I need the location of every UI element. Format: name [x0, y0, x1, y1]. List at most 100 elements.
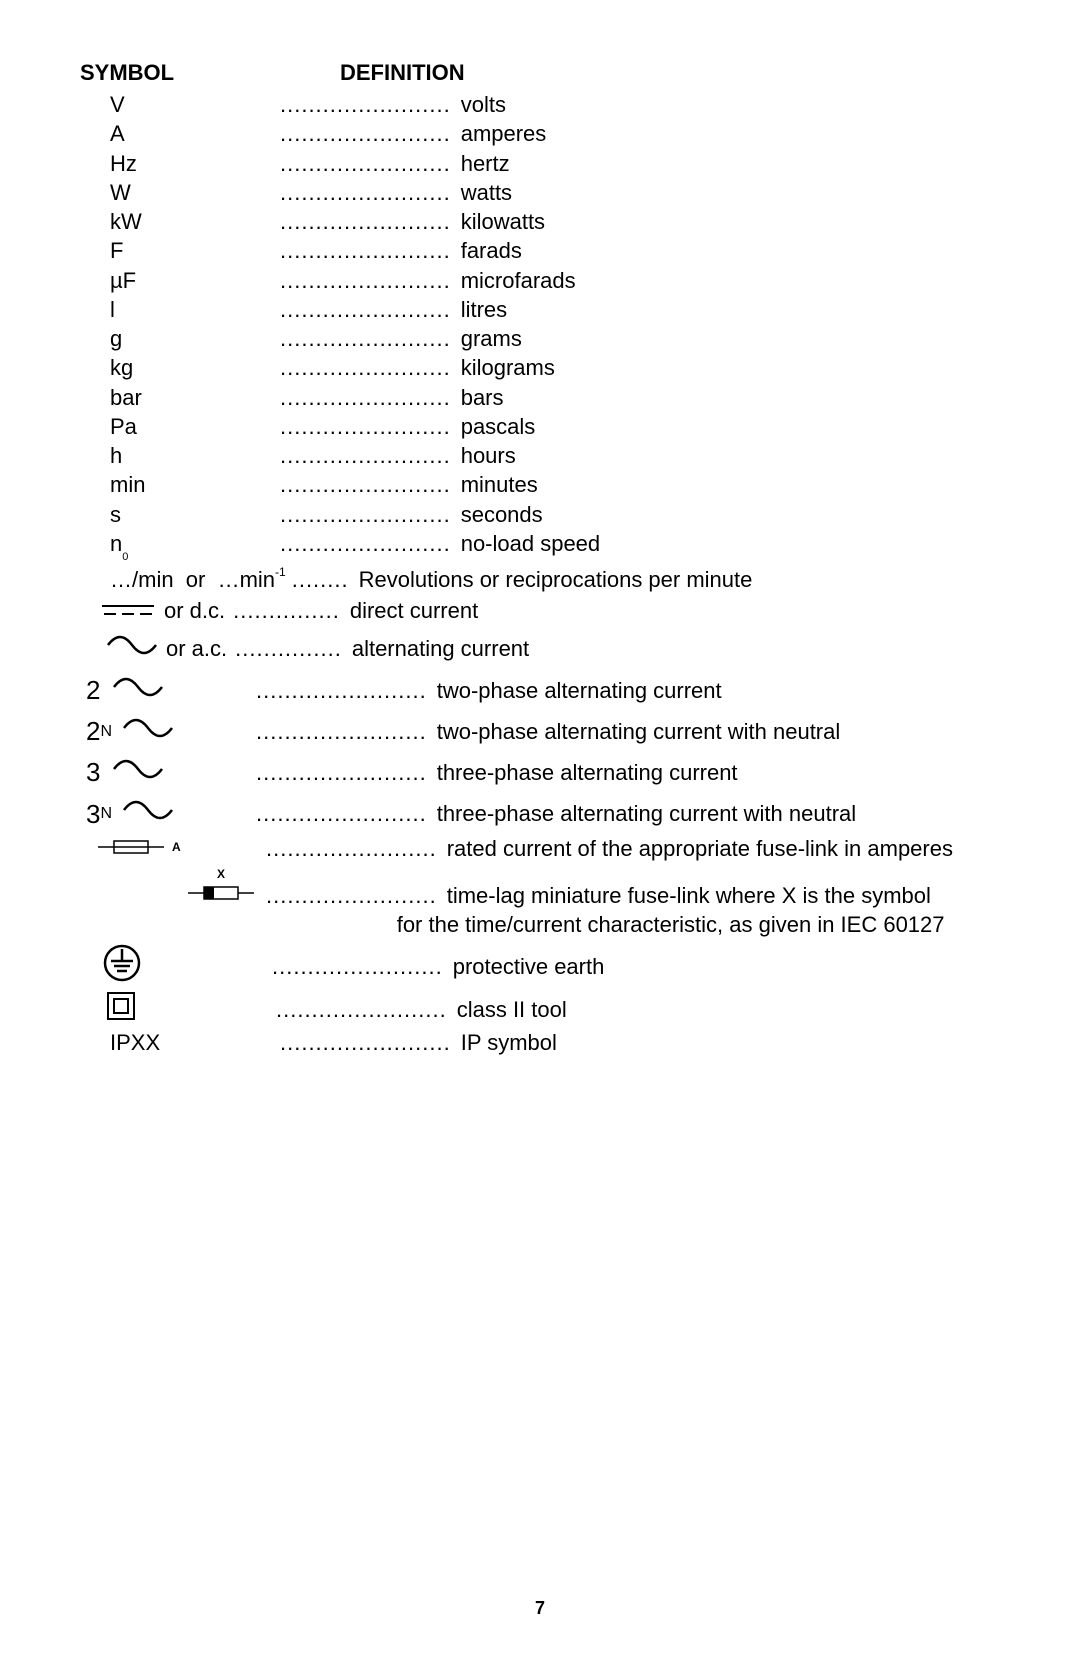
definition-text: bars [451, 383, 504, 412]
rpm-a: …/min [110, 567, 174, 592]
leader-dots: ........................ [280, 295, 451, 324]
definition-text: three-phase alternating current with neu… [427, 799, 856, 828]
header-definition: DEFINITION [340, 60, 465, 86]
fuse-label: A [172, 840, 181, 856]
definition-text: protective earth [443, 952, 605, 981]
definition-text: minutes [451, 470, 538, 499]
definition-text: hertz [451, 149, 510, 178]
definition-text: seconds [451, 500, 543, 529]
rpm-b: …min [218, 567, 275, 592]
table-row: V ........................ volts [80, 90, 1000, 119]
leader-dots: ........................ [280, 353, 451, 382]
symbol-text: …/min or …min-1 [110, 565, 286, 594]
symbol-text: s [110, 500, 121, 529]
definition-text: litres [451, 295, 507, 324]
leader-dots: ........................ [280, 412, 451, 441]
leader-dots: ........................ [280, 119, 451, 148]
leader-dots: ........ [292, 565, 349, 594]
table-row: Pa ........................ pascals [80, 412, 1000, 441]
definition-text: three-phase alternating current [427, 758, 738, 787]
table-row: n0 ........................ no-load spee… [80, 529, 1000, 561]
phase-number: 2 [86, 673, 100, 708]
table-row: A ........................ amperes [80, 119, 1000, 148]
symbol-text: V [110, 90, 125, 119]
definition-text: IP symbol [451, 1028, 557, 1057]
ac-icon [104, 631, 160, 666]
symbol-text: W [110, 178, 131, 207]
table-row: s ........................ seconds [80, 500, 1000, 529]
leader-dots: ........................ [280, 470, 451, 499]
table-row: F ........................ farads [80, 236, 1000, 265]
definition-text: farads [451, 236, 522, 265]
symbol-n: n [110, 531, 122, 556]
leader-dots: ........................ [280, 90, 451, 119]
definition-text: hours [451, 441, 516, 470]
symbol-text: g [110, 324, 122, 353]
leader-dots: ........................ [280, 207, 451, 236]
leader-dots: ........................ [280, 236, 451, 265]
definition-text: two-phase alternating current [427, 676, 722, 705]
leader-dots: ........................ [272, 952, 443, 981]
table-row: ........................ protective eart… [80, 943, 1000, 990]
leader-dots: ........................ [280, 324, 451, 353]
definition-text: Revolutions or reciprocations per minute [349, 565, 753, 594]
table-row: X ........................ time-lag mini… [80, 867, 1000, 940]
symbol-text: min [110, 470, 145, 499]
definition-text: watts [451, 178, 512, 207]
class-ii-icon [106, 991, 136, 1028]
fuse-timelag-icon [186, 881, 256, 910]
definition-text: direct current [340, 596, 478, 625]
definition-text: kilograms [451, 353, 555, 382]
table-row: Hz ........................ hertz [80, 149, 1000, 178]
table-row: µF ........................ microfarads [80, 266, 1000, 295]
symbol-sub: 0 [122, 551, 128, 563]
definition-text: pascals [451, 412, 536, 441]
table-row: kg ........................ kilograms [80, 353, 1000, 382]
dc-icon [100, 596, 156, 625]
definition-text: microfarads [451, 266, 576, 295]
definition-text: class II tool [447, 995, 567, 1024]
symbol-text: A [110, 119, 125, 148]
table-row: ........................ class II tool [80, 991, 1000, 1028]
symbol-text: bar [110, 383, 142, 412]
leader-dots: ........................ [276, 995, 447, 1024]
table-row: 3N ........................ three-phase … [80, 796, 1000, 831]
leader-dots: ............... [235, 634, 342, 663]
leader-dots: ........................ [280, 1028, 451, 1057]
definition-text: two-phase alternating current with neutr… [427, 717, 841, 746]
table-row: bar ........................ bars [80, 383, 1000, 412]
rpm-or: or [186, 567, 206, 592]
page-content: SYMBOL DEFINITION V ....................… [0, 0, 1080, 1057]
phase-n: N [100, 721, 112, 742]
table-row: …/min or …min-1 ........ Revolutions or … [80, 565, 1000, 594]
phase-number: 3 [86, 755, 100, 790]
leader-dots: ........................ [266, 834, 437, 863]
symbol-text: kW [110, 207, 142, 236]
definition-text: volts [451, 90, 506, 119]
definition-text: kilowatts [451, 207, 545, 236]
definition-text: amperes [451, 119, 547, 148]
ac-icon [120, 796, 176, 831]
page-number: 7 [0, 1598, 1080, 1619]
definition-text: alternating current [342, 634, 529, 663]
symbol-text: Pa [110, 412, 137, 441]
table-row: kW ........................ kilowatts [80, 207, 1000, 236]
phase-number: 2 [86, 714, 100, 749]
symbol-text: F [110, 236, 123, 265]
definition-text: no-load speed [451, 529, 600, 558]
def-line1: time-lag miniature fuse-link where X is … [447, 883, 931, 908]
ac-or-text: or a.c. [166, 634, 227, 663]
dc-or-text: or d.c. [164, 596, 225, 625]
table-row: W ........................ watts [80, 178, 1000, 207]
table-row: IPXX ........................ IP symbol [80, 1028, 1000, 1057]
leader-dots: ........................ [256, 758, 427, 787]
table-row: h ........................ hours [80, 441, 1000, 470]
phase-number: 3 [86, 797, 100, 832]
leader-dots: ........................ [256, 799, 427, 828]
leader-dots: ........................ [256, 676, 427, 705]
rpm-sup: -1 [275, 565, 286, 579]
symbol-text: n0 [110, 529, 128, 561]
symbol-text: Hz [110, 149, 137, 178]
table-row: 3 ........................ three-phase a… [80, 755, 1000, 790]
leader-dots: ........................ [280, 500, 451, 529]
